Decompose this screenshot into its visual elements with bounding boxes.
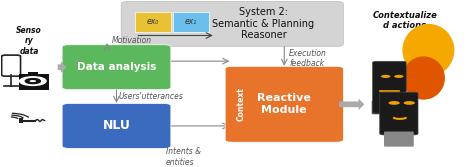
Text: Context: Context <box>236 87 245 121</box>
Text: NLU: NLU <box>102 119 130 132</box>
Circle shape <box>25 79 40 84</box>
Circle shape <box>394 75 403 78</box>
FancyBboxPatch shape <box>380 92 418 135</box>
Text: ex₀: ex₀ <box>147 17 159 26</box>
Bar <box>18 118 23 123</box>
Circle shape <box>381 75 391 78</box>
Text: Intents &
entities: Intents & entities <box>166 147 201 166</box>
Text: Contextualize
d actions: Contextualize d actions <box>373 11 437 31</box>
FancyBboxPatch shape <box>225 66 343 142</box>
Text: Motivation: Motivation <box>112 36 152 45</box>
Ellipse shape <box>402 56 445 100</box>
FancyBboxPatch shape <box>28 72 37 74</box>
Text: Users'utterances: Users'utterances <box>119 92 184 101</box>
Circle shape <box>19 77 46 86</box>
Text: Senso
ry
data: Senso ry data <box>16 26 42 56</box>
Text: ex₁: ex₁ <box>185 17 197 26</box>
Text: Data analysis: Data analysis <box>77 62 156 72</box>
Ellipse shape <box>402 24 455 76</box>
Text: Reactive
Module: Reactive Module <box>257 94 311 115</box>
Text: Execution
feedback: Execution feedback <box>289 49 327 68</box>
FancyBboxPatch shape <box>372 100 407 114</box>
FancyBboxPatch shape <box>373 61 406 113</box>
Text: System 2:
Semantic & Planning
Reasoner: System 2: Semantic & Planning Reasoner <box>212 7 315 40</box>
FancyBboxPatch shape <box>62 45 171 90</box>
FancyBboxPatch shape <box>121 2 343 46</box>
FancyBboxPatch shape <box>18 74 49 90</box>
Circle shape <box>29 80 36 82</box>
FancyBboxPatch shape <box>384 131 414 147</box>
Bar <box>173 12 209 32</box>
FancyBboxPatch shape <box>62 104 171 148</box>
Circle shape <box>389 101 400 105</box>
Bar <box>136 12 171 32</box>
Circle shape <box>403 101 415 105</box>
